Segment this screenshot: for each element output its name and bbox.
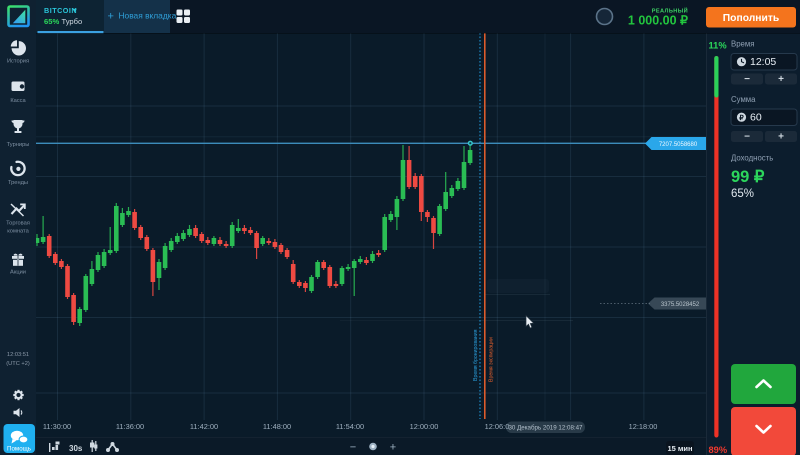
svg-text:Тренды: Тренды (8, 180, 28, 186)
svg-text:11:54:00: 11:54:00 (336, 422, 364, 431)
svg-text:65%: 65% (731, 188, 754, 200)
svg-text:Доходность: Доходность (731, 154, 773, 163)
svg-text:11%: 11% (709, 41, 728, 51)
svg-text:История: История (7, 59, 29, 65)
svg-text:BITCOIN: BITCOIN (44, 6, 77, 15)
svg-text:11:30:00: 11:30:00 (43, 422, 71, 431)
svg-text:+: + (778, 74, 784, 85)
svg-text:3375.5028452: 3375.5028452 (661, 302, 700, 308)
svg-text:−: − (744, 131, 750, 142)
svg-text:Турбо: Турбо (62, 17, 83, 26)
svg-text:11:36:00: 11:36:00 (116, 422, 144, 431)
svg-text:11:42:00: 11:42:00 (190, 422, 218, 431)
svg-text:30 Декабрь 2019 12:08:47: 30 Декабрь 2019 12:08:47 (508, 425, 583, 432)
svg-text:Время: Время (731, 40, 754, 49)
svg-text:+: + (778, 131, 784, 142)
svg-text:12:06:0: 12:06:0 (485, 422, 510, 431)
svg-text:−: − (350, 442, 356, 454)
svg-text:Касса: Касса (10, 98, 26, 104)
svg-text:Акции: Акции (10, 270, 26, 276)
svg-text:Пополнить: Пополнить (723, 13, 779, 24)
svg-text:60: 60 (750, 112, 762, 124)
svg-text:30s: 30s (69, 444, 83, 453)
svg-text:11:48:00: 11:48:00 (263, 422, 291, 431)
svg-text:(UTC +2): (UTC +2) (6, 361, 30, 367)
svg-text:12:05: 12:05 (750, 56, 776, 68)
svg-text:₽: ₽ (739, 114, 744, 122)
svg-text:15 мин: 15 мин (667, 444, 692, 453)
svg-text:+: + (390, 442, 396, 454)
svg-text:12:00:00: 12:00:00 (410, 422, 439, 431)
svg-text:7207.5058680: 7207.5058680 (659, 142, 698, 148)
svg-text:Время бронирования: Время бронирования (473, 329, 479, 381)
svg-text:комната: комната (7, 229, 29, 235)
svg-text:Новая вкладка: Новая вкладка (119, 11, 177, 21)
svg-text:РЕАЛЬНЫЙ: РЕАЛЬНЫЙ (652, 7, 688, 15)
svg-text:Торговая: Торговая (6, 221, 30, 227)
svg-text:Время экспирации: Время экспирации (489, 337, 495, 382)
svg-text:89%: 89% (709, 445, 728, 455)
svg-text:99 ₽: 99 ₽ (731, 168, 765, 186)
svg-text:65%: 65% (44, 17, 59, 26)
svg-text:12:03:51: 12:03:51 (7, 352, 29, 358)
svg-text:Сумма: Сумма (731, 95, 756, 104)
svg-text:1 000.00 ₽: 1 000.00 ₽ (628, 14, 689, 28)
svg-text:−: − (744, 74, 750, 85)
svg-text:+: + (108, 11, 114, 23)
svg-text:Помощь: Помощь (7, 446, 31, 453)
svg-text:Турниры: Турниры (7, 142, 30, 148)
svg-text:12:18:00: 12:18:00 (629, 422, 658, 431)
